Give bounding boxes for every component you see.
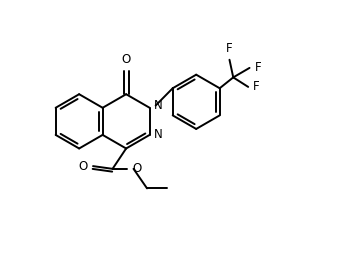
Text: N: N [154,129,163,141]
Text: O: O [133,162,142,175]
Text: N: N [154,99,163,113]
Text: O: O [121,53,131,66]
Text: O: O [78,160,88,173]
Text: F: F [255,61,261,74]
Text: F: F [253,80,260,93]
Text: F: F [226,42,233,55]
